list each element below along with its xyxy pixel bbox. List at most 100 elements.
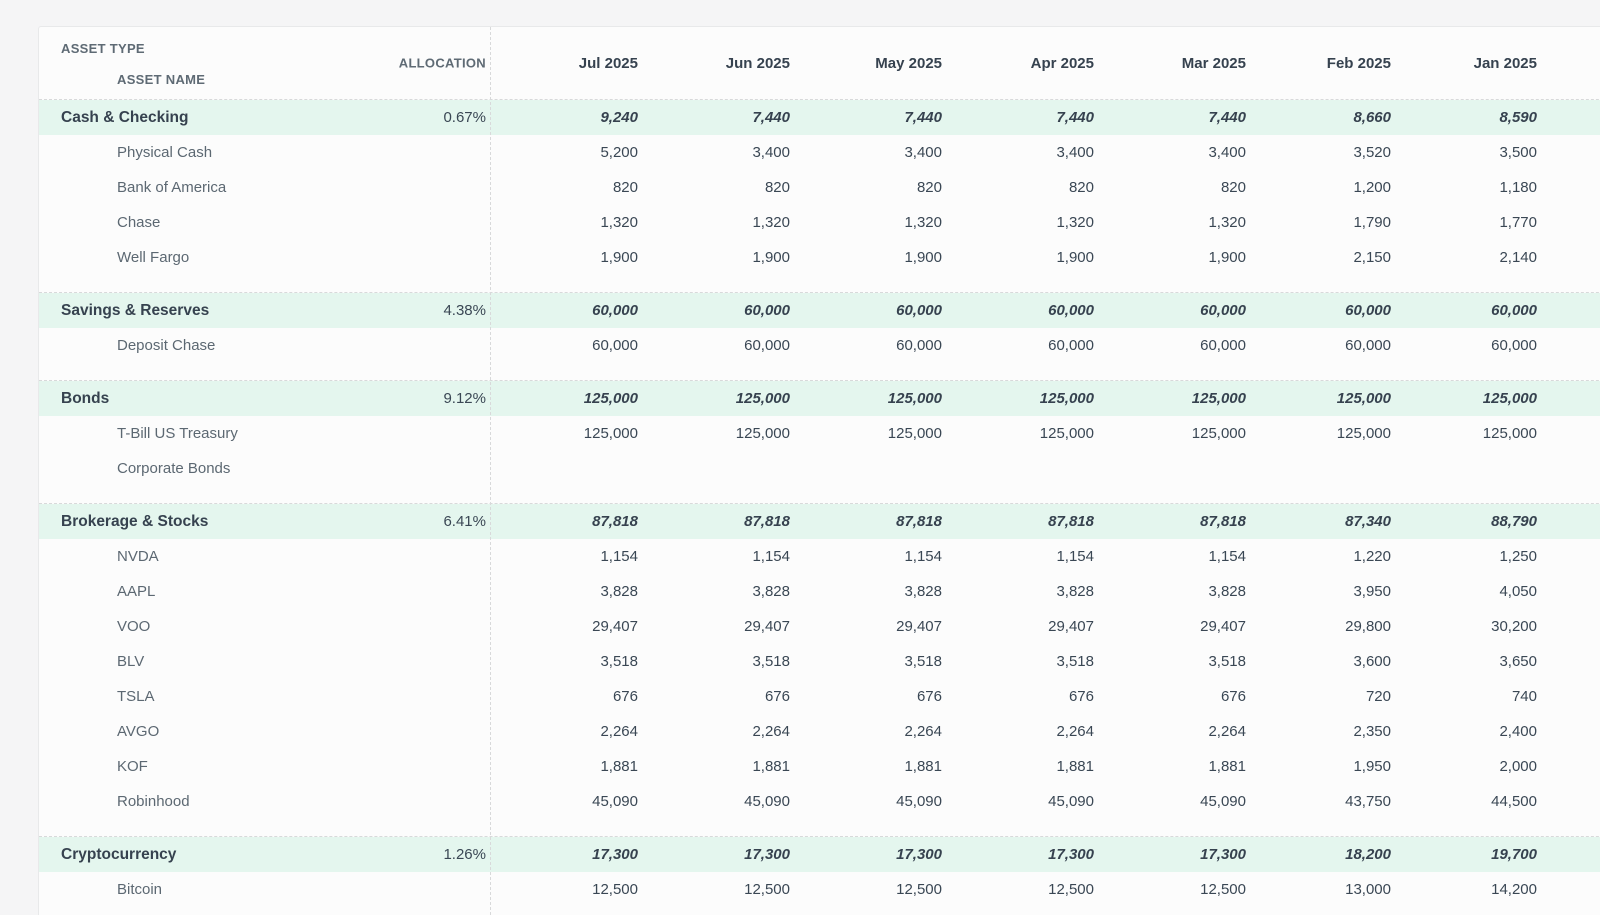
asset-name: Robinhood [117, 793, 190, 810]
asset-row-well-fargo[interactable]: Well Fargo 1,900 1,900 1,900 1,900 1,900 2,150… [39, 240, 1600, 275]
group-value-cell: 60,000 [592, 302, 638, 319]
asset-value-cell: 60,000 [1345, 337, 1391, 354]
group-value-cell: 8,590 [1499, 109, 1537, 126]
asset-row-corporate-bonds[interactable]: Corporate Bonds [39, 451, 1600, 486]
header-name-cell: ASSET TYPE ASSET NAME ALLOCATION [39, 27, 490, 99]
asset-value-cell: 1,881 [1208, 758, 1246, 775]
group-name: Brokerage & Stocks [61, 512, 209, 530]
asset-value-cell: 1,900 [1208, 249, 1246, 266]
allocation-header: ALLOCATION [398, 55, 486, 71]
asset-row-bank-of-america[interactable]: Bank of America 820 820 820 820 820 1,200 1,180 [39, 170, 1600, 205]
asset-value-cell: 60,000 [1491, 337, 1537, 354]
asset-value-cell: 125,000 [1336, 425, 1391, 442]
asset-section-cash-checking: Cash & Checking 0.67% 9,240 7,440 7,440 7,440… [39, 99, 1600, 292]
asset-value-cell: 12,500 [896, 881, 942, 898]
asset-value-cell: 820 [1220, 179, 1246, 196]
asset-value-cell: 125,000 [1191, 425, 1246, 442]
group-name: Bonds [61, 389, 110, 407]
month-header-jan-2025: Jan 2025 [1473, 54, 1537, 72]
group-value-cell: 17,300 [592, 846, 638, 863]
asset-name: Corporate Bonds [117, 460, 231, 477]
asset-value-cell: 125,000 [887, 425, 942, 442]
group-name: Cryptocurrency [61, 845, 177, 863]
asset-value-cell: 2,000 [1499, 758, 1537, 775]
asset-name-cell: Deposit Chase [39, 337, 490, 354]
group-value-cell: 125,000 [887, 390, 942, 407]
asset-row-bitcoin[interactable]: Bitcoin 12,500 12,500 12,500 12,500 12,500 13,… [39, 872, 1600, 907]
asset-value-cell: 125,000 [1039, 425, 1094, 442]
asset-value-cell: 3,828 [1208, 583, 1246, 600]
group-name: Savings & Reserves [61, 301, 210, 319]
group-value-cell: 60,000 [896, 302, 942, 319]
asset-value-cell: 2,350 [1353, 723, 1391, 740]
asset-row-nvda[interactable]: NVDA 1,154 1,154 1,154 1,154 1,154 1,220 1,250 [39, 539, 1600, 574]
asset-value-cell: 1,154 [1056, 548, 1094, 565]
asset-value-cell: 45,090 [1200, 793, 1246, 810]
asset-value-cell: 1,900 [1056, 249, 1094, 266]
asset-name: Deposit Chase [117, 337, 216, 354]
asset-value-cell: 1,180 [1499, 179, 1537, 196]
asset-name: KOF [117, 758, 148, 775]
asset-value-cell: 29,407 [744, 618, 790, 635]
asset-row-deposit-chase[interactable]: Deposit Chase 60,000 60,000 60,000 60,000 60,… [39, 328, 1600, 363]
asset-name-cell: Physical Cash [39, 144, 490, 161]
asset-row-robinhood[interactable]: Robinhood 45,090 45,090 45,090 45,090 45,090 4… [39, 784, 1600, 819]
group-row-cryptocurrency[interactable]: Cryptocurrency 1.26% 17,300 17,300 17,300 17,… [39, 837, 1600, 872]
asset-row-physical-cash[interactable]: Physical Cash 5,200 3,400 3,400 3,400 3,400 3,… [39, 135, 1600, 170]
asset-value-cell: 3,518 [1208, 653, 1246, 670]
asset-name-cell: VOO [39, 618, 490, 635]
asset-value-cell: 1,154 [600, 548, 638, 565]
group-row-cash-checking[interactable]: Cash & Checking 0.67% 9,240 7,440 7,440 7,440… [39, 100, 1600, 135]
asset-value-cell: 3,828 [600, 583, 638, 600]
asset-name: AAPL [117, 583, 156, 600]
asset-row-chase[interactable]: Chase 1,320 1,320 1,320 1,320 1,320 1,790 1,770 [39, 205, 1600, 240]
asset-value-cell: 820 [916, 179, 942, 196]
asset-value-cell: 676 [764, 688, 790, 705]
asset-value-cell: 1,770 [1499, 214, 1537, 231]
asset-name-cell: Corporate Bonds [39, 460, 490, 477]
asset-value-cell: 1,881 [600, 758, 638, 775]
asset-name-cell: TSLA [39, 688, 490, 705]
asset-value-cell: 29,407 [896, 618, 942, 635]
asset-table: ASSET TYPE ASSET NAME ALLOCATION Jul 202… [39, 27, 1600, 907]
group-value-cell: 125,000 [583, 390, 638, 407]
group-name-cell: Savings & Reserves 4.38% [39, 302, 490, 320]
asset-value-cell: 820 [612, 179, 638, 196]
group-row-bonds[interactable]: Bonds 9.12% 125,000 125,000 125,000 125,000 12… [39, 381, 1600, 416]
asset-value-cell: 3,518 [904, 653, 942, 670]
group-row-savings-reserves[interactable]: Savings & Reserves 4.38% 60,000 60,000 60,00… [39, 293, 1600, 328]
group-value-cell: 60,000 [1048, 302, 1094, 319]
asset-value-cell: 2,264 [904, 723, 942, 740]
group-value-cell: 87,818 [592, 513, 638, 530]
asset-row-aapl[interactable]: AAPL 3,828 3,828 3,828 3,828 3,828 3,950 4,050 [39, 574, 1600, 609]
group-value-cell: 17,300 [1048, 846, 1094, 863]
asset-row-voo[interactable]: VOO 29,407 29,407 29,407 29,407 29,407 29,800 3… [39, 609, 1600, 644]
group-name-cell: Cryptocurrency 1.26% [39, 846, 490, 864]
group-value-cell: 125,000 [1191, 390, 1246, 407]
asset-row-blv[interactable]: BLV 3,518 3,518 3,518 3,518 3,518 3,600 3,650 [39, 644, 1600, 679]
asset-value-cell: 1,200 [1353, 179, 1391, 196]
group-value-cell: 7,440 [904, 109, 942, 126]
asset-name: TSLA [117, 688, 155, 705]
asset-value-cell: 1,790 [1353, 214, 1391, 231]
allocation-value: 6.41% [443, 513, 486, 530]
asset-value-cell: 1,154 [1208, 548, 1246, 565]
asset-value-cell: 3,950 [1353, 583, 1391, 600]
asset-name: T-Bill US Treasury [117, 425, 238, 442]
asset-value-cell: 1,320 [1056, 214, 1094, 231]
month-header-jul-2025: Jul 2025 [578, 54, 638, 72]
group-value-cell: 87,818 [744, 513, 790, 530]
group-row-brokerage-stocks[interactable]: Brokerage & Stocks 6.41% 87,818 87,818 87,81… [39, 504, 1600, 539]
asset-name: Bitcoin [117, 881, 163, 898]
asset-row-kof[interactable]: KOF 1,881 1,881 1,881 1,881 1,881 1,950 2,000 [39, 749, 1600, 784]
group-value-cell: 125,000 [1482, 390, 1537, 407]
asset-row-tsla[interactable]: TSLA 676 676 676 676 676 720 740 [39, 679, 1600, 714]
group-value-cell: 7,440 [1208, 109, 1246, 126]
asset-value-cell: 13,000 [1345, 881, 1391, 898]
month-header-jun-2025: Jun 2025 [725, 54, 790, 72]
asset-row-t-bill-us-treasury[interactable]: T-Bill US Treasury 125,000 125,000 125,000 1… [39, 416, 1600, 451]
asset-value-cell: 3,828 [752, 583, 790, 600]
asset-name-cell: Bank of America [39, 179, 490, 196]
asset-section-brokerage-stocks: Brokerage & Stocks 6.41% 87,818 87,818 87,81… [39, 503, 1600, 836]
asset-row-avgo[interactable]: AVGO 2,264 2,264 2,264 2,264 2,264 2,350 2,400 [39, 714, 1600, 749]
